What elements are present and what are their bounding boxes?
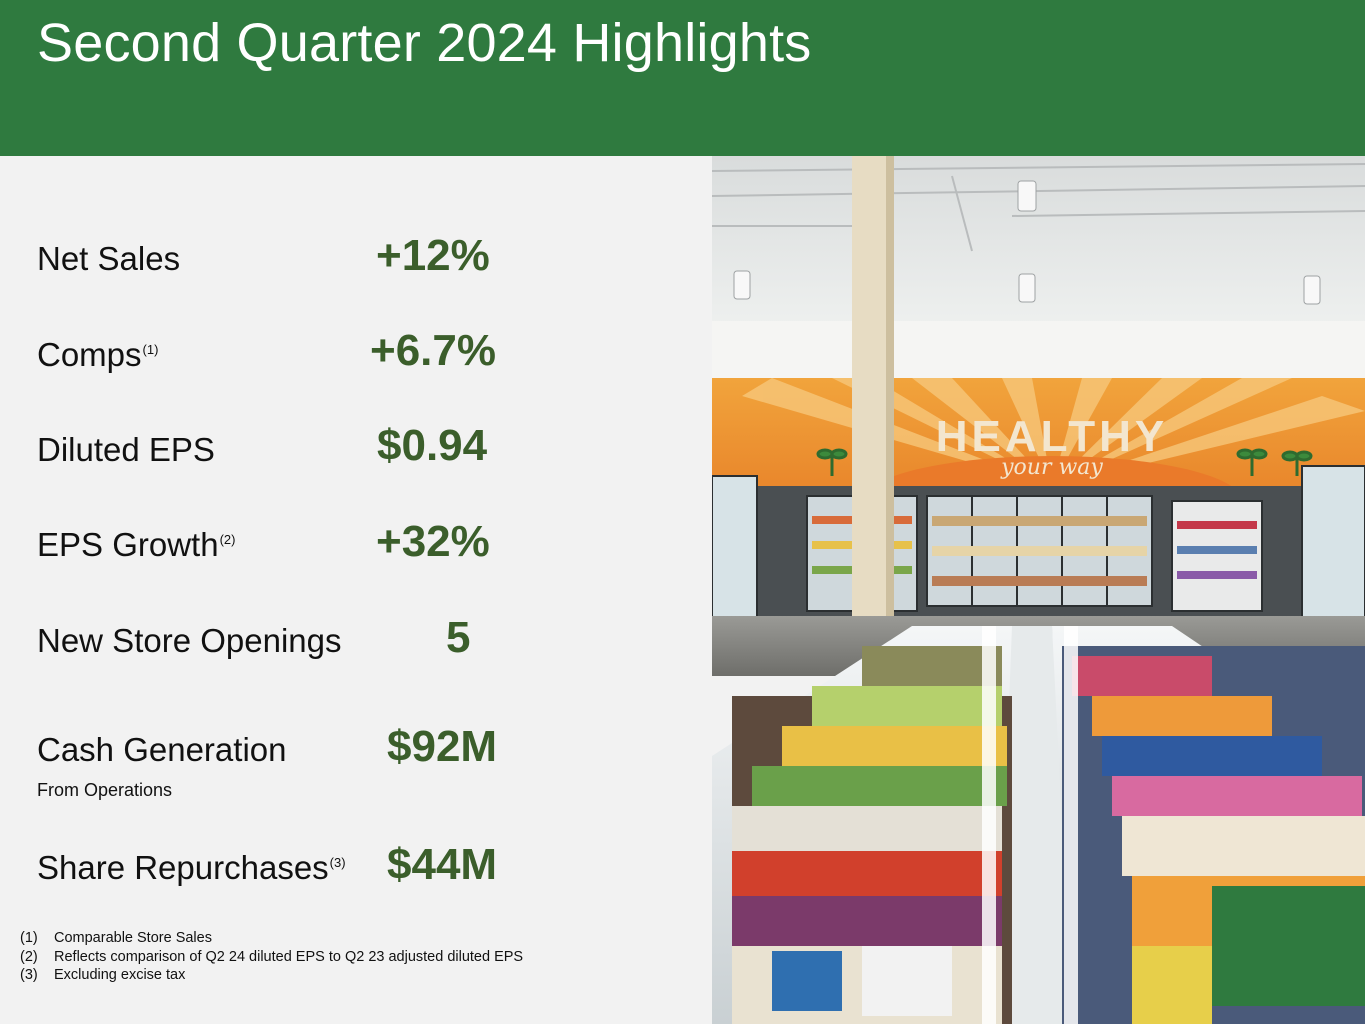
metric-value-share-repurchases: $44M bbox=[387, 840, 498, 889]
highlights-panel bbox=[0, 156, 712, 1024]
store-photo: HEALTHY your way bbox=[712, 156, 1365, 1024]
sign-text-healthy: HEALTHY bbox=[936, 412, 1169, 461]
metric-value-cash-generation: $92M bbox=[387, 722, 498, 771]
header-bar: Second Quarter 2024 Highlights bbox=[0, 0, 1365, 156]
footnote-item: (2) Reflects comparison of Q2 24 diluted … bbox=[20, 948, 524, 965]
footnotes: (1) Comparable Store Sales (2) Reflects co… bbox=[20, 929, 523, 985]
footnote-ref: (2) bbox=[219, 532, 236, 547]
metric-sublabel-cash-generation: From Operations bbox=[37, 780, 173, 800]
metric-value-comps: +6.7% bbox=[370, 326, 496, 375]
metric-label-eps-growth: EPS Growth(2) bbox=[37, 526, 236, 563]
metric-label-diluted-eps: Diluted EPS bbox=[37, 431, 215, 468]
metric-value-new-stores: 5 bbox=[446, 613, 471, 662]
metric-value-net-sales: +12% bbox=[376, 231, 490, 280]
metric-value-diluted-eps: $0.94 bbox=[377, 421, 488, 470]
footnote-item: (1) Comparable Store Sales bbox=[20, 930, 212, 946]
footnote-ref: (1) bbox=[142, 342, 159, 357]
page-title: Second Quarter 2024 Highlights bbox=[37, 13, 812, 73]
metric-label-comps: Comps(1) bbox=[37, 336, 159, 373]
footnote-item: (3) Excluding excise tax bbox=[20, 967, 186, 983]
metric-label-cash-generation: Cash Generation bbox=[37, 731, 287, 768]
metric-label-net-sales: Net Sales bbox=[37, 240, 181, 277]
metric-label-new-stores: New Store Openings bbox=[37, 622, 342, 659]
metric-value-eps-growth: +32% bbox=[376, 517, 490, 566]
sign-text-your-way: your way bbox=[1000, 455, 1103, 480]
footnote-ref: (3) bbox=[329, 855, 346, 870]
metric-label-share-repurchases: Share Repurchases(3) bbox=[37, 849, 346, 886]
